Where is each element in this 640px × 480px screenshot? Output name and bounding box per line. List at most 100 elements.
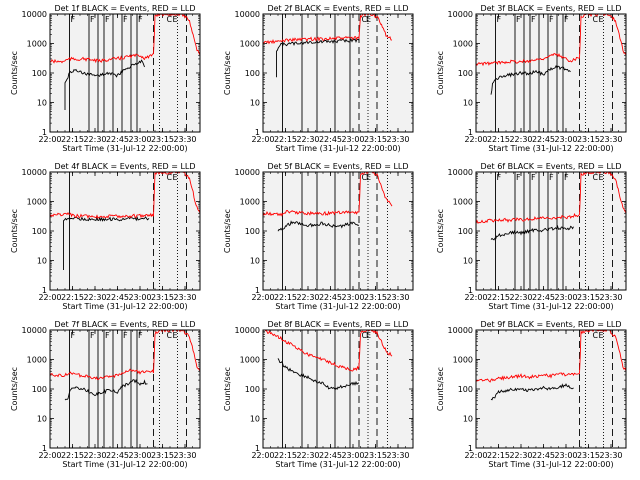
x-tick-label: 22:15 [61, 135, 84, 144]
x-tick-label: 22:45 [106, 451, 129, 460]
flag-marker-label: F [71, 331, 76, 340]
y-tick-label: 10000 [22, 10, 47, 19]
y-tick-label: 1000 [453, 198, 473, 207]
x-tick-label: 22:15 [487, 293, 510, 302]
x-tick-label: 22:30 [296, 135, 319, 144]
y-tick-label: 100 [245, 227, 260, 236]
flag-marker-label: F [90, 331, 95, 340]
x-axis-label: Start Time (31-Jul-12 22:00:00) [62, 460, 187, 469]
panel-title: Det 3f BLACK = Events, RED = LLD [480, 4, 621, 13]
y-tick-label: 100 [32, 385, 47, 394]
panel-6: Det 6f BLACK = Events, RED = LLD 1 10 100 10… [436, 162, 626, 311]
flag-marker-label: E [599, 15, 604, 24]
y-tick-label: 1000 [453, 356, 473, 365]
panel-3: Det 3f BLACK = Events, RED = LLD11010010… [436, 4, 626, 153]
y-tick-label: 1000 [240, 356, 260, 365]
y-tick-label: 10000 [235, 168, 260, 177]
y-tick-label: 10 [37, 257, 47, 266]
x-tick-label: 23:15 [364, 451, 387, 460]
x-tick-label: 23:30 [599, 135, 622, 144]
x-axis-label: Start Time (31-Jul-12 22:00:00) [62, 144, 187, 153]
y-tick-label: 100 [32, 69, 47, 78]
plot-area [50, 14, 200, 132]
flag-marker-label: F [123, 331, 128, 340]
y-tick-label: 10 [250, 257, 260, 266]
y-tick-label: 10000 [448, 168, 473, 177]
flag-marker-label: F [531, 173, 536, 182]
plot-area [263, 172, 413, 290]
x-tick-label: 22:45 [532, 451, 555, 460]
x-tick-label: 22:30 [509, 293, 532, 302]
flag-marker-label: F [123, 15, 128, 24]
x-tick-label: 22:00 [251, 293, 274, 302]
y-tick-label: 10000 [448, 10, 473, 19]
x-tick-label: 23:15 [577, 293, 600, 302]
x-axis-label: Start Time (31-Jul-12 22:00:00) [275, 302, 400, 311]
flag-marker-label: E [599, 331, 604, 340]
flag-marker-label: F [497, 173, 502, 182]
x-tick-label: 23:15 [577, 135, 600, 144]
y-tick-label: 10 [250, 99, 260, 108]
x-axis-label: Start Time (31-Jul-12 22:00:00) [488, 302, 613, 311]
x-tick-label: 22:00 [251, 451, 274, 460]
x-tick-label: 22:15 [487, 451, 510, 460]
x-tick-label: 22:00 [251, 135, 274, 144]
flag-marker-label: F [564, 173, 569, 182]
y-axis-label: Counts/sec [223, 367, 232, 411]
panel-title: Det 4f BLACK = Events, RED = LLD [54, 162, 195, 171]
flag-marker-label: E [173, 331, 178, 340]
y-tick-label: 1000 [240, 198, 260, 207]
x-tick-label: 23:00 [341, 451, 364, 460]
x-tick-label: 23:15 [364, 293, 387, 302]
plot-area [50, 330, 200, 448]
y-axis-label: Counts/sec [223, 209, 232, 253]
panel-title: Det 2f BLACK = Events, RED = LLD [267, 4, 408, 13]
flag-marker-label: F [138, 15, 143, 24]
flag-marker-label: F [516, 15, 521, 24]
panel-1: Det 1f BLACK = Events, RED = LLD 1 10 100 10… [10, 4, 200, 153]
y-axis-label: Counts/sec [436, 51, 445, 95]
y-tick-label: 10000 [448, 326, 473, 335]
x-tick-label: 23:15 [364, 135, 387, 144]
plot-area [50, 172, 200, 290]
flag-marker-label: F [105, 15, 110, 24]
x-tick-label: 22:45 [319, 451, 342, 460]
x-tick-label: 22:15 [274, 135, 297, 144]
x-tick-label: 22:15 [61, 451, 84, 460]
x-tick-label: 22:00 [38, 135, 61, 144]
y-tick-label: 10000 [22, 326, 47, 335]
x-tick-label: 23:15 [577, 451, 600, 460]
x-tick-label: 22:00 [464, 293, 487, 302]
x-tick-label: 23:30 [386, 135, 409, 144]
x-tick-label: 23:00 [341, 135, 364, 144]
detector-rate-figure: Det 1f BLACK = Events, RED = LLD11010010… [0, 0, 640, 480]
x-tick-label: 22:15 [487, 135, 510, 144]
x-axis-label: Start Time (31-Jul-12 22:00:00) [62, 302, 187, 311]
x-tick-label: 22:00 [464, 135, 487, 144]
y-tick-label: 1000 [27, 356, 47, 365]
flag-marker-label: E [599, 173, 604, 182]
y-tick-label: 10 [37, 99, 47, 108]
y-axis-label: Counts/sec [10, 51, 19, 95]
y-tick-label: 10 [250, 415, 260, 424]
plot-area [263, 330, 413, 448]
x-tick-label: 23:30 [386, 293, 409, 302]
panel-title: Det 1f BLACK = Events, RED = LLD [54, 4, 195, 13]
panel-title: Det 5f BLACK = Events, RED = LLD [267, 162, 408, 171]
y-tick-label: 100 [32, 227, 47, 236]
y-tick-label: 10000 [22, 168, 47, 177]
x-tick-label: 22:30 [296, 451, 319, 460]
flag-marker-label: F [531, 15, 536, 24]
flag-marker-label: E [366, 331, 371, 340]
y-tick-label: 100 [458, 69, 473, 78]
x-tick-label: 23:00 [128, 451, 151, 460]
x-tick-label: 22:30 [509, 451, 532, 460]
flag-marker-label: F [549, 15, 554, 24]
x-tick-label: 23:30 [599, 293, 622, 302]
flag-marker-label: F [549, 173, 554, 182]
y-tick-label: 100 [245, 385, 260, 394]
y-axis-label: Counts/sec [10, 209, 19, 253]
x-tick-label: 23:15 [151, 293, 174, 302]
flag-marker-label: E [366, 15, 371, 24]
panel-7: Det 7f BLACK = Events, RED = LLD 1 10 100 10… [10, 320, 200, 469]
